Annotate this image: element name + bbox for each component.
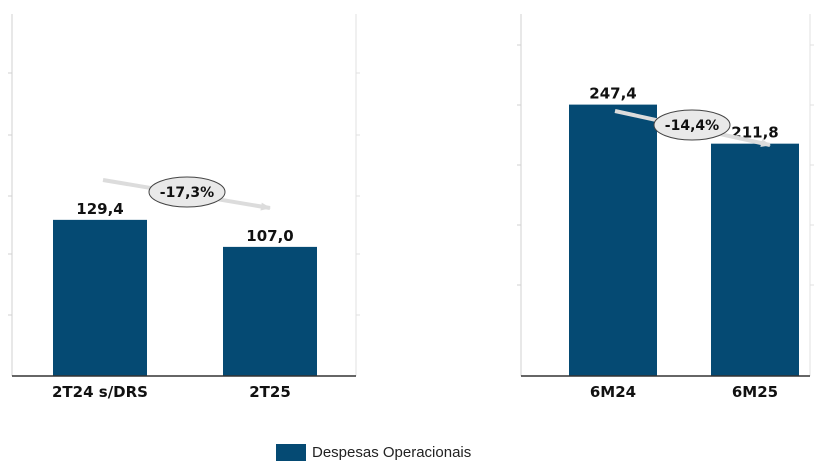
bar bbox=[711, 144, 799, 376]
chart-legend: Despesas Operacionais bbox=[276, 442, 471, 462]
bar bbox=[569, 105, 657, 376]
category-label: 2T25 bbox=[249, 383, 291, 401]
category-label: 6M25 bbox=[732, 383, 778, 401]
legend-label: Despesas Operacionais bbox=[312, 444, 471, 461]
bar bbox=[53, 220, 147, 376]
category-label: 2T24 s/DRS bbox=[52, 383, 148, 401]
category-label: 6M24 bbox=[590, 383, 636, 401]
chart-panel-quarter: 129,4 2T24 s/DRS 107,0 2T25 -17,3% bbox=[8, 14, 360, 401]
change-label: -14,4% bbox=[665, 118, 719, 134]
bar bbox=[223, 247, 317, 376]
data-label: 107,0 bbox=[246, 227, 293, 245]
legend-swatch bbox=[276, 444, 306, 461]
data-label: 247,4 bbox=[589, 85, 636, 103]
change-label: -17,3% bbox=[160, 185, 214, 201]
data-label: 129,4 bbox=[76, 200, 123, 218]
chart-canvas: 129,4 2T24 s/DRS 107,0 2T25 -17,3% 247,4 6M24… bbox=[0, 0, 837, 440]
